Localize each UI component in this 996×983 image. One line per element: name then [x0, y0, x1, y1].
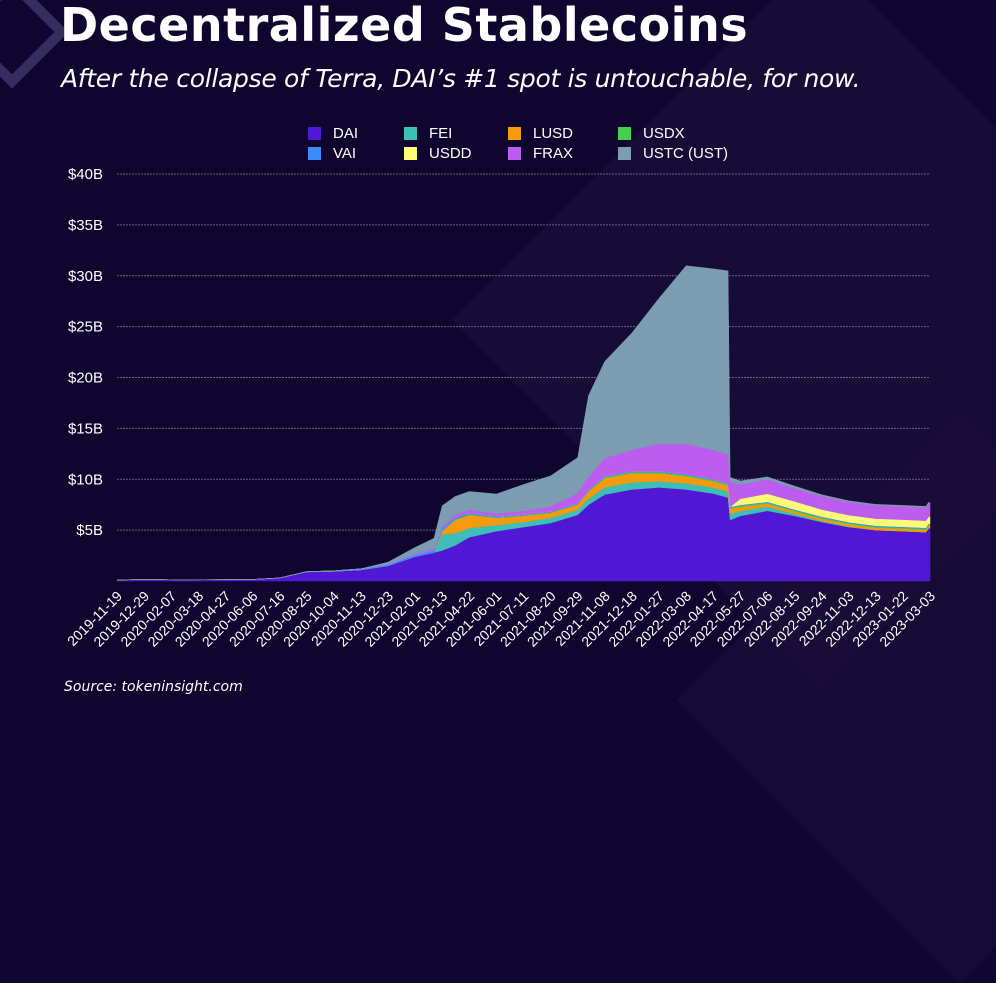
source-note: Source: tokeninsight.com — [64, 679, 243, 695]
legend-item-usdd: USDD — [404, 144, 508, 162]
legend-item-ustc: USTC (UST) — [618, 144, 738, 162]
legend-swatch — [404, 146, 417, 160]
y-tick-label: $40B — [68, 166, 103, 183]
legend-label: FRAX — [533, 144, 574, 162]
y-tick-label: $35B — [68, 217, 103, 234]
legend-label: VAI — [333, 144, 357, 162]
legend-label: DAI — [333, 124, 359, 142]
legend-swatch — [618, 146, 631, 160]
legend-swatch — [308, 126, 321, 140]
y-tick-label: $25B — [68, 319, 103, 336]
legend-item-vai: VAI — [308, 144, 404, 162]
legend-item-frax: FRAX — [508, 144, 618, 162]
legend-item-lusd: LUSD — [508, 124, 618, 142]
legend-swatch — [308, 146, 321, 160]
legend: DAI FEI LUSD USDX VAI USDD FRAX USTC (US… — [308, 124, 738, 162]
x-axis-ticks: 2019-11-192019-12-292020-02-072020-03-18… — [64, 588, 938, 650]
stacked-area-chart: $5B $10B $15B $20B $25B $30B $35B $40B 2019-11-… — [64, 166, 938, 650]
legend-label: USTC (UST) — [643, 144, 728, 162]
chart-subtitle: After the collapse of Terra, DAI’s #1 sp… — [61, 64, 861, 93]
legend-label: USDD — [429, 144, 472, 162]
legend-label: LUSD — [533, 124, 574, 142]
legend-label: USDX — [643, 124, 685, 142]
legend-item-usdx: USDX — [618, 124, 738, 142]
legend-swatch — [618, 126, 631, 140]
legend-swatch — [508, 146, 521, 160]
gridlines — [117, 173, 930, 531]
y-tick-label: $15B — [68, 420, 103, 437]
legend-label: FEI — [429, 124, 453, 142]
legend-item-fei: FEI — [404, 124, 508, 142]
legend-swatch — [508, 126, 521, 140]
y-tick-label: $10B — [68, 471, 103, 488]
area-series — [116, 265, 931, 582]
y-tick-label: $5B — [76, 522, 103, 539]
y-axis-ticks: $5B $10B $15B $20B $25B $30B $35B $40B — [68, 166, 103, 539]
y-tick-label: $30B — [68, 268, 103, 285]
area-ustc-ust — [116, 265, 931, 581]
chart-title: Decentralized Stablecoins — [60, 0, 749, 52]
legend-item-dai: DAI — [308, 124, 404, 142]
y-tick-label: $20B — [68, 370, 103, 387]
legend-swatch — [404, 126, 417, 140]
